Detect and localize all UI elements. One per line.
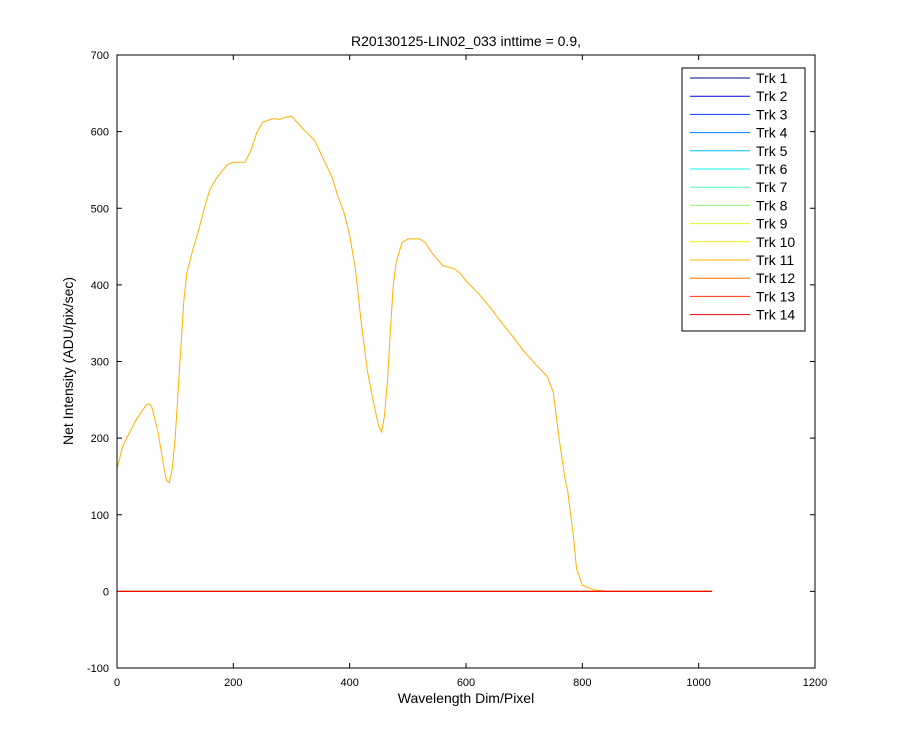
y-tick-label: 100 (91, 510, 109, 522)
legend-label-trk-3: Trk 3 (756, 106, 788, 122)
legend-label-trk-14: Trk 14 (756, 307, 795, 323)
y-axis-label: Net Intensity (ADU/pix/sec) (60, 277, 76, 445)
y-tick-label: 600 (91, 127, 109, 139)
plot-frame (116, 54, 816, 669)
x-tick-label: 0 (114, 677, 120, 689)
legend-label-trk-9: Trk 9 (756, 216, 788, 232)
y-tick-label: 700 (91, 50, 109, 62)
x-tick-label: 1200 (803, 677, 827, 689)
legend-label-trk-2: Trk 2 (756, 88, 788, 104)
x-tick-label: 600 (457, 677, 475, 689)
legend-label-trk-10: Trk 10 (756, 234, 795, 250)
x-tick-label: 400 (340, 677, 358, 689)
x-axis-label: Wavelength Dim/Pixel (398, 690, 534, 706)
x-axis-ticks: 0 200 400 600 800 1000 1200 (114, 55, 827, 689)
legend-label-trk-8: Trk 8 (756, 197, 788, 213)
chart-title: R20130125-LIN02_033 inttime = 0.9, (351, 33, 581, 49)
legend-label-trk-11: Trk 11 (756, 252, 794, 268)
legend: Trk 1 Trk 2 Trk 3 Trk 4 Trk 5 Trk 6 Trk 7 Trk 8… (681, 67, 806, 332)
y-tick-label: 300 (91, 357, 109, 369)
series-line-trk-11 (116, 115, 713, 592)
legend-label-trk-5: Trk 5 (756, 143, 788, 159)
legend-label-trk-4: Trk 4 (756, 125, 788, 141)
y-tick-label: -100 (87, 663, 109, 675)
legend-label-trk-6: Trk 6 (756, 161, 788, 177)
series-layer (116, 115, 713, 592)
x-tick-label: 200 (224, 677, 242, 689)
legend-label-trk-1: Trk 1 (756, 70, 788, 86)
y-axis-ticks: -100 0 100 200 300 400 500 600 700 (87, 50, 815, 675)
x-tick-label: 800 (573, 677, 591, 689)
legend-box (681, 67, 806, 332)
legend-label-trk-12: Trk 12 (756, 270, 795, 286)
y-tick-label: 500 (91, 203, 109, 215)
x-tick-label: 1000 (686, 677, 710, 689)
y-tick-label: 400 (91, 280, 109, 292)
legend-label-trk-7: Trk 7 (756, 179, 788, 195)
y-tick-label: 200 (91, 433, 109, 445)
y-tick-label: 0 (103, 586, 109, 598)
legend-label-trk-13: Trk 13 (756, 288, 795, 304)
